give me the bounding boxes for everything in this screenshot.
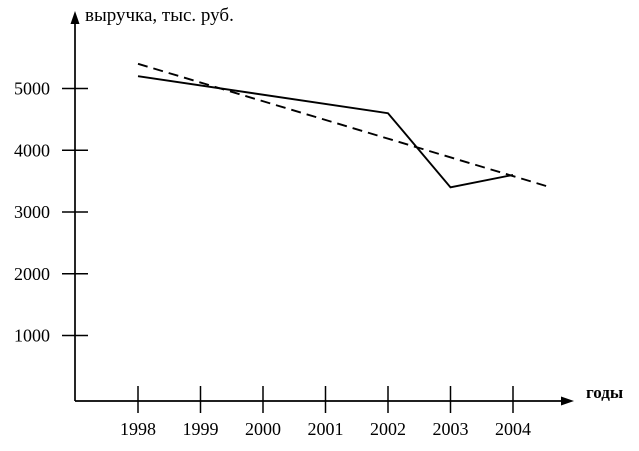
- x-tick-label: 2000: [245, 419, 281, 439]
- x-tick-label: 1998: [120, 419, 156, 439]
- y-axis-arrow-icon: [70, 11, 80, 24]
- x-tick-label: 2003: [433, 419, 469, 439]
- y-tick-label: 2000: [14, 264, 50, 284]
- y-tick-label: 5000: [14, 79, 50, 99]
- x-tick-label: 2001: [308, 419, 344, 439]
- y-tick-label: 4000: [14, 140, 50, 160]
- x-tick-label: 1999: [183, 419, 219, 439]
- revenue-actual-line: [137, 75, 514, 189]
- y-tick-label: 1000: [14, 326, 50, 346]
- x-tick-label: 2002: [370, 419, 406, 439]
- trend-line: [137, 62, 551, 189]
- x-tick-label: 2004: [495, 419, 531, 439]
- y-axis-title: выручка, тыс. руб.: [85, 5, 234, 26]
- x-axis-arrow-icon: [561, 396, 574, 406]
- y-tick-label: 3000: [14, 202, 50, 222]
- x-axis-title: годы: [586, 383, 624, 402]
